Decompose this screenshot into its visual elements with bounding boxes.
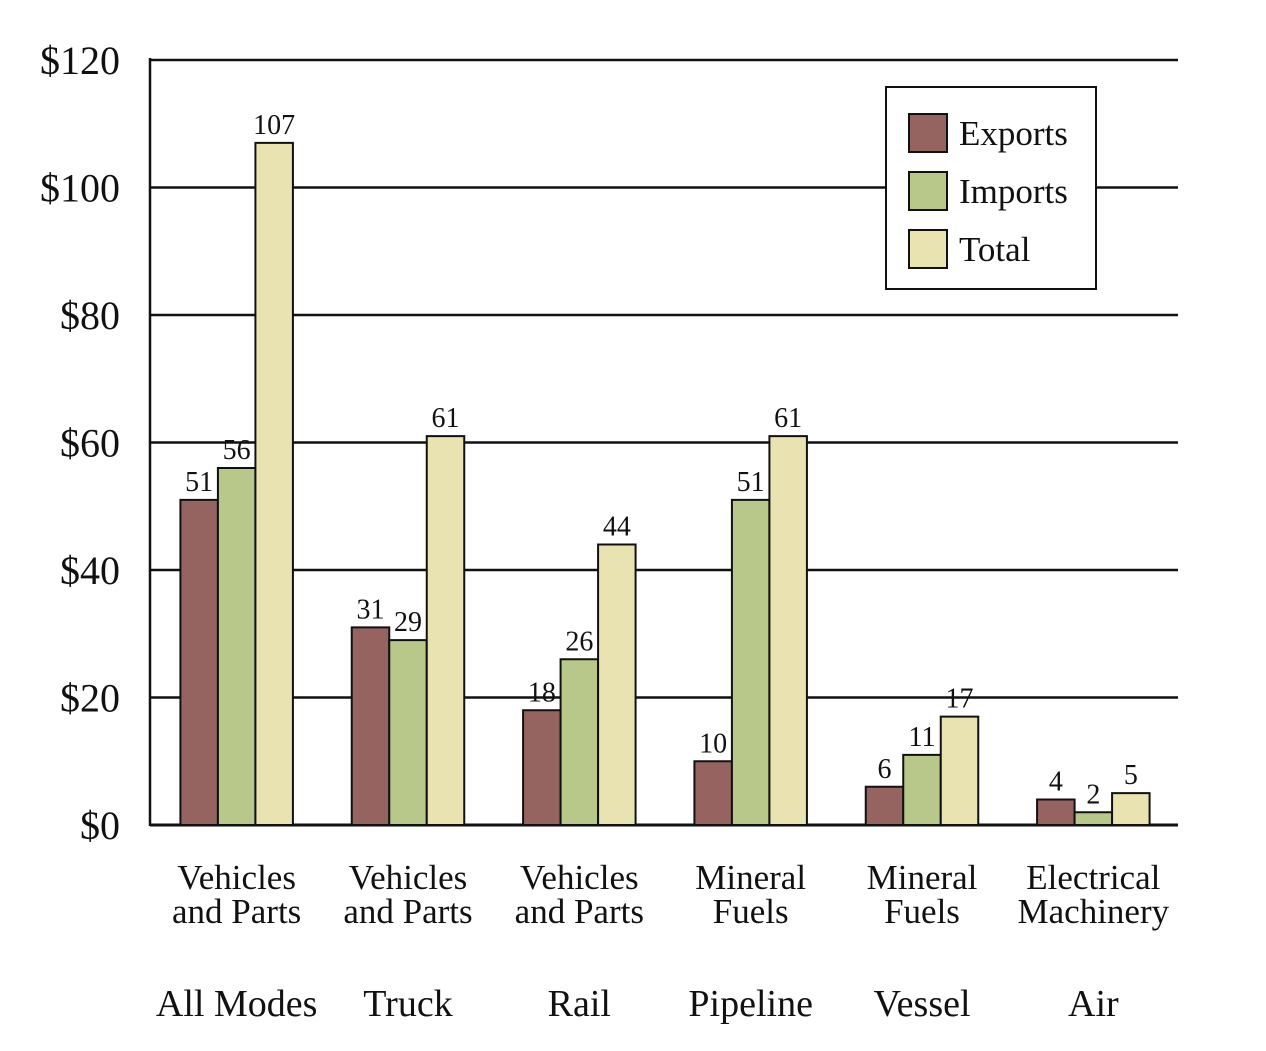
category-label: Electrical Machinery — [1018, 858, 1170, 931]
bar-total — [254, 141, 294, 826]
data-label: 6 — [878, 754, 892, 785]
mode-label: Air — [1068, 983, 1119, 1025]
category-label-line: Mineral — [695, 858, 806, 897]
data-label: 29 — [394, 607, 422, 638]
mode-label: All Modes — [156, 983, 318, 1025]
data-label: 61 — [774, 403, 802, 434]
data-label: 17 — [946, 684, 974, 715]
bar-exports — [693, 760, 733, 826]
axes — [148, 58, 1178, 827]
bars — [179, 141, 1151, 826]
bar-total — [597, 543, 637, 826]
bar-total — [425, 435, 466, 826]
legend-label-exports: Exports — [959, 114, 1068, 153]
bar-total — [1111, 792, 1151, 826]
bar-exports — [522, 709, 562, 826]
legend-swatch-exports — [908, 113, 948, 153]
legend-label-imports: Imports — [959, 172, 1068, 211]
category-label-line: Vehicles — [520, 858, 639, 897]
bar-exports — [864, 785, 905, 826]
category-label-line: and Parts — [343, 892, 472, 931]
y-tick-label: $40 — [60, 548, 120, 593]
legend-label-total: Total — [959, 230, 1031, 269]
bar-imports — [216, 467, 257, 826]
category-label: Mineral Fuels — [867, 858, 978, 931]
mode-labels: All Modes Truck Rail Pipeline Vessel Air — [156, 983, 1119, 1025]
bar-imports — [730, 498, 771, 826]
data-labels: 51 56 107 31 29 61 18 26 44 10 51 61 6 11 17 4 25 — [185, 110, 1138, 810]
mode-label: Truck — [363, 983, 452, 1025]
bar-imports — [388, 639, 428, 826]
data-label: 11 — [909, 722, 936, 753]
mode-label: Pipeline — [688, 983, 813, 1025]
bar-exports — [350, 626, 391, 826]
category-label-line: Electrical — [1026, 858, 1160, 897]
data-label: 56 — [223, 435, 251, 466]
category-label: Vehicles and Parts — [172, 858, 301, 931]
data-label: 18 — [528, 677, 556, 708]
category-label-line: Mineral — [867, 858, 978, 897]
mode-label: Vessel — [873, 983, 970, 1025]
category-label: Mineral Fuels — [695, 858, 806, 931]
bar-total — [939, 715, 980, 826]
data-label: 51 — [737, 467, 765, 498]
bar-total — [768, 435, 808, 826]
y-tick-label: $60 — [60, 421, 120, 466]
data-label: 5 — [1124, 760, 1138, 791]
mode-label: Rail — [548, 983, 611, 1025]
bar-imports — [902, 753, 942, 826]
category-label-line: Fuels — [713, 892, 789, 931]
bar-imports — [559, 658, 600, 826]
y-tick-label: $100 — [40, 166, 120, 211]
category-label-line: and Parts — [172, 892, 301, 931]
data-label: 10 — [699, 728, 727, 759]
category-label-line: Machinery — [1018, 892, 1170, 931]
legend: Exports Imports Total — [885, 86, 1097, 290]
category-label-line: Vehicles — [349, 858, 468, 897]
y-tick-label: $120 — [40, 38, 120, 83]
data-label: 4 — [1049, 767, 1063, 798]
data-label: 31 — [357, 594, 385, 625]
data-label: 2 — [1086, 779, 1100, 810]
y-tick-labels: $0 $20 $40 $60 $80 $100 $120 — [40, 38, 120, 848]
data-label: 107 — [253, 110, 295, 141]
category-label-line: and Parts — [515, 892, 644, 931]
bar-exports — [1036, 798, 1076, 826]
legend-swatch-total — [908, 229, 948, 269]
gridlines — [150, 58, 1178, 699]
bar-imports — [1073, 811, 1114, 826]
data-label: 51 — [185, 467, 213, 498]
y-tick-label: $0 — [80, 803, 120, 848]
y-tick-label: $20 — [60, 676, 120, 721]
y-tick-label: $80 — [60, 293, 120, 338]
category-label: Vehicles and Parts — [515, 858, 644, 931]
category-label-line: Vehicles — [177, 858, 296, 897]
data-label: 61 — [432, 403, 460, 434]
legend-swatch-imports — [908, 171, 948, 211]
category-label: Vehicles and Parts — [343, 858, 472, 931]
data-label: 26 — [565, 626, 593, 657]
bar-exports — [179, 498, 219, 826]
category-label-line: Fuels — [884, 892, 960, 931]
data-label: 44 — [603, 512, 631, 543]
